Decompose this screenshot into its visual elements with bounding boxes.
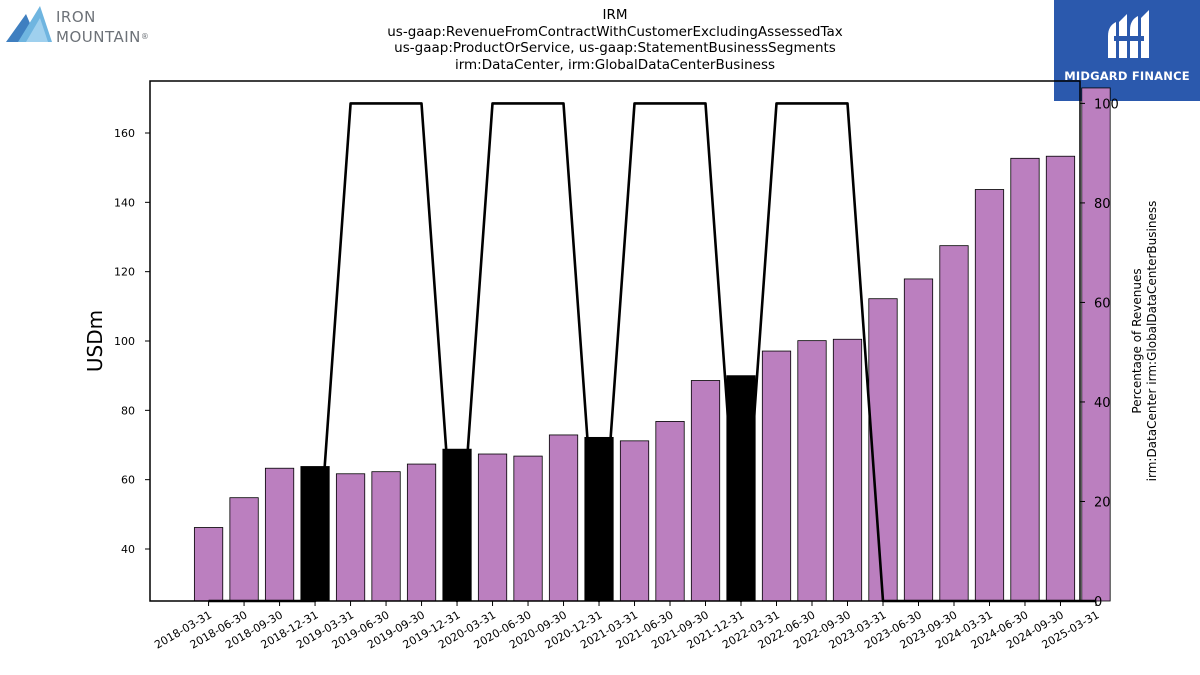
y-tick-label: 120 — [114, 266, 135, 279]
bar-2019-03-31 — [335, 473, 366, 602]
chart-title: IRM us-gaap:RevenueFromContractWithCusto… — [330, 7, 900, 73]
bar-2022-03-31 — [761, 350, 792, 602]
right-axis-label-line: irm:DataCenter irm:GlobalDataCenterBusin… — [1145, 201, 1159, 482]
y-tick-label: 140 — [114, 196, 135, 209]
y2-tick-label: 80 — [1094, 197, 1111, 212]
y2-tick-label: 40 — [1094, 396, 1111, 411]
y-tick-label: 80 — [121, 404, 135, 417]
bar-2022-09-30 — [832, 338, 863, 602]
brand-line-2: MOUNTAIN® — [56, 28, 150, 46]
midgard-finance-logo: MIDGARD FINANCE — [1054, 0, 1200, 101]
right-axis-label-line: Percentage of Revenues — [1130, 268, 1144, 413]
bar-2020-06-30 — [513, 455, 543, 602]
x-axis-ticks: 2018-03-312018-06-302018-09-302018-12-31… — [152, 601, 1101, 652]
bar-2018-09-30 — [264, 467, 295, 602]
bar-2024-09-30 — [1045, 155, 1076, 602]
bar-2018-06-30 — [229, 497, 259, 602]
bar-2019-06-30 — [371, 471, 401, 602]
y-tick-label: 40 — [121, 543, 135, 556]
right-axis-label: Percentage of Revenues irm:DataCenter irm… — [1130, 201, 1159, 482]
y2-tick-label: 0 — [1094, 595, 1102, 610]
y-axis-label: USDm — [83, 310, 107, 372]
bar-2024-03-31 — [974, 189, 1005, 602]
title-line-2: us-gaap:RevenueFromContractWithCustomerE… — [387, 23, 843, 40]
bar-2024-06-30 — [1010, 157, 1040, 602]
bar-2020-09-30 — [548, 434, 579, 602]
bar-2025-03-31 — [1081, 87, 1111, 602]
left-axis-ticks: 40 60 80 100 120 140 160 — [114, 127, 150, 556]
title-line-4: irm:DataCenter, irm:GlobalDataCenterBusi… — [454, 56, 776, 73]
bar-2021-09-30 — [690, 380, 721, 602]
bar-2018-03-31 — [193, 527, 224, 602]
y-tick-label: 100 — [114, 335, 135, 348]
bar-2022-06-30 — [797, 340, 827, 602]
midgard-brand-name: MIDGARD FINANCE — [1064, 69, 1190, 83]
bar-2023-06-30 — [903, 278, 934, 602]
right-axis-ticks: 0 20 40 60 80 100 — [1080, 97, 1119, 610]
bar-2021-03-31 — [619, 440, 650, 602]
registered-mark: ® — [140, 32, 150, 41]
midgard-logo-icon — [1108, 10, 1149, 58]
y2-tick-label: 20 — [1094, 495, 1111, 510]
bar-2021-12-31 — [726, 375, 756, 602]
iron-mountain-logo: IRON MOUNTAIN® — [4, 4, 164, 46]
bar-series — [193, 87, 1111, 602]
bar-2019-09-30 — [406, 463, 437, 602]
y-tick-label: 160 — [114, 127, 135, 140]
bar-2023-09-30 — [939, 245, 969, 602]
bar-2020-03-31 — [477, 453, 508, 602]
title-line-3: us-gaap:ProductOrService, us-gaap:Statem… — [394, 40, 836, 56]
y2-tick-label: 60 — [1094, 296, 1111, 311]
mountain-icon — [6, 6, 52, 42]
title-line-1: IRM — [602, 7, 628, 23]
bar-2018-12-31 — [300, 466, 330, 602]
y-tick-label: 60 — [121, 474, 135, 487]
brand-line-1: IRON — [56, 8, 96, 26]
bar-2021-06-30 — [655, 421, 685, 602]
y2-tick-label: 100 — [1094, 97, 1119, 112]
